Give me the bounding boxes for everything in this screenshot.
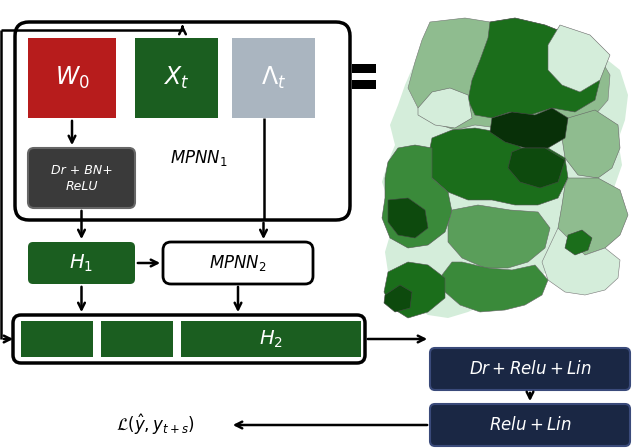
- Polygon shape: [382, 18, 628, 318]
- FancyBboxPatch shape: [15, 22, 350, 220]
- Text: $MPNN_1$: $MPNN_1$: [170, 148, 228, 168]
- FancyBboxPatch shape: [163, 242, 313, 284]
- Bar: [101, 321, 173, 357]
- Polygon shape: [418, 88, 472, 128]
- Text: $\mathcal{L}(\hat{y}, y_{t+s})$: $\mathcal{L}(\hat{y}, y_{t+s})$: [116, 413, 195, 437]
- FancyBboxPatch shape: [430, 404, 630, 446]
- Polygon shape: [508, 148, 565, 188]
- FancyBboxPatch shape: [13, 315, 365, 363]
- Bar: [28, 38, 116, 118]
- Text: $Dr + Relu + Lin$: $Dr + Relu + Lin$: [468, 360, 591, 378]
- Text: $MPNN_2$: $MPNN_2$: [209, 253, 267, 273]
- Polygon shape: [428, 128, 568, 205]
- Text: $\Lambda_t$: $\Lambda_t$: [261, 65, 286, 91]
- Bar: [352, 80, 376, 89]
- Polygon shape: [548, 25, 610, 92]
- Bar: [352, 64, 376, 73]
- Polygon shape: [384, 285, 412, 312]
- Polygon shape: [382, 145, 452, 248]
- Text: $X_t$: $X_t$: [163, 65, 189, 91]
- Polygon shape: [408, 18, 610, 130]
- Polygon shape: [565, 230, 592, 255]
- Polygon shape: [542, 228, 620, 295]
- Text: $Relu + Lin$: $Relu + Lin$: [489, 416, 572, 434]
- Polygon shape: [558, 178, 628, 255]
- FancyBboxPatch shape: [28, 242, 135, 284]
- Polygon shape: [448, 205, 550, 268]
- Polygon shape: [442, 262, 548, 312]
- FancyBboxPatch shape: [430, 348, 630, 390]
- Text: ReLU: ReLU: [65, 181, 98, 194]
- FancyBboxPatch shape: [28, 148, 135, 208]
- Text: Dr + BN+: Dr + BN+: [51, 164, 113, 177]
- Text: $H_2$: $H_2$: [259, 328, 283, 349]
- Bar: [232, 38, 315, 118]
- Polygon shape: [562, 110, 620, 178]
- Polygon shape: [388, 198, 428, 238]
- Bar: [181, 321, 361, 357]
- Text: $H_1$: $H_1$: [70, 252, 93, 274]
- Polygon shape: [468, 18, 600, 118]
- Bar: [21, 321, 93, 357]
- Polygon shape: [384, 262, 445, 318]
- Polygon shape: [490, 108, 568, 148]
- Text: $W_0$: $W_0$: [54, 65, 90, 91]
- Bar: [135, 38, 218, 118]
